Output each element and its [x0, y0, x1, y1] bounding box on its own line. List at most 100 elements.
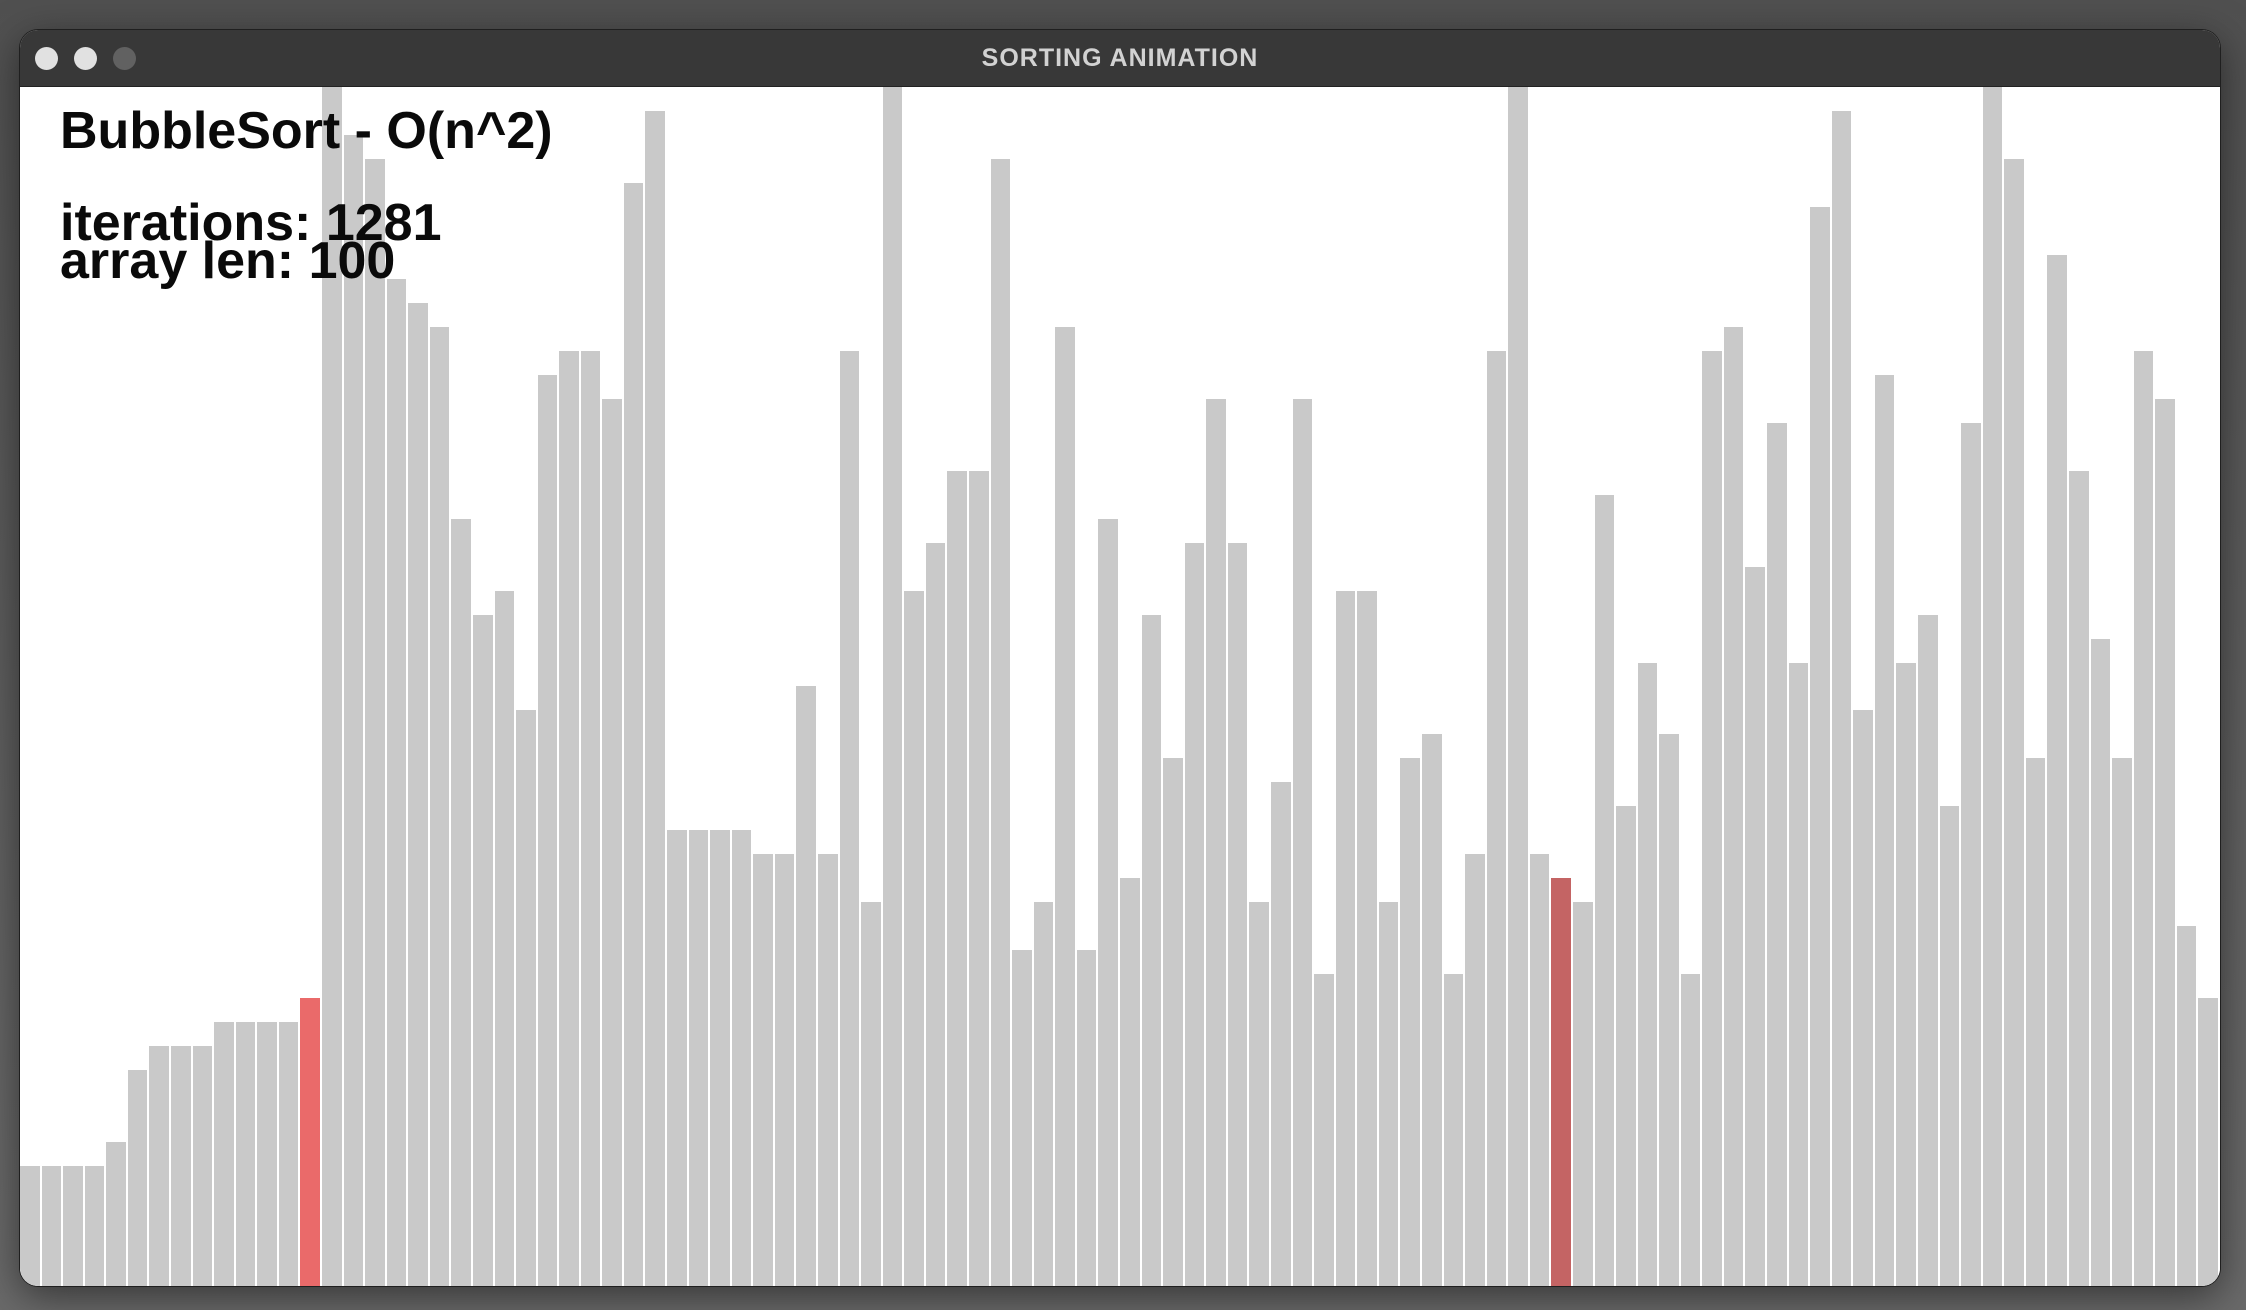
array-bar: [1185, 543, 1204, 1286]
sorting-canvas: BubbleSort - O(n^2) iterations: 1281 arr…: [20, 87, 2220, 1286]
app-window: SORTING ANIMATION BubbleSort - O(n^2) it…: [20, 30, 2220, 1286]
array-bar: [1961, 423, 1981, 1286]
array-bar: [365, 159, 385, 1286]
array-bar: [689, 830, 708, 1286]
array-bar: [1638, 663, 1657, 1286]
array-bar: [1487, 351, 1506, 1286]
array-bar: [1444, 974, 1463, 1286]
array-bar: [1357, 591, 1377, 1286]
array-bar: [149, 1046, 169, 1286]
array-bar: [387, 279, 406, 1286]
array-bar: [1120, 878, 1140, 1286]
array-bar: [300, 998, 320, 1286]
array-bar: [1681, 974, 1700, 1286]
array-bar: [430, 327, 449, 1286]
minimize-button[interactable]: [74, 47, 97, 70]
array-bar: [1551, 878, 1571, 1286]
array-bar: [1745, 567, 1765, 1286]
array-bar: [1379, 902, 1398, 1286]
array-bar: [2177, 926, 2196, 1286]
array-bar: [279, 1022, 298, 1286]
array-bar: [883, 87, 902, 1286]
array-bar: [1918, 615, 1938, 1286]
array-bar: [63, 1166, 83, 1286]
array-bar: [1422, 734, 1442, 1286]
array-bar: [1724, 327, 1743, 1286]
array-bar: [1702, 351, 1722, 1286]
array-bar: [344, 135, 363, 1286]
array-bar: [1508, 87, 1528, 1286]
array-bar: [495, 591, 514, 1286]
array-bar: [1896, 663, 1916, 1286]
array-bar: [1293, 399, 1312, 1286]
array-bar: [1983, 87, 2002, 1286]
array-bar: [193, 1046, 212, 1286]
close-button[interactable]: [35, 47, 58, 70]
window-title: SORTING ANIMATION: [981, 44, 1259, 72]
array-bar: [1530, 854, 1549, 1286]
array-bar: [1789, 663, 1808, 1286]
array-bar: [408, 303, 428, 1286]
array-bar: [1206, 399, 1226, 1286]
array-bar: [1142, 615, 1161, 1286]
title-bar[interactable]: SORTING ANIMATION: [20, 30, 2220, 87]
array-bar: [1012, 950, 1032, 1286]
array-bar: [1875, 375, 1894, 1286]
array-bar: [602, 399, 622, 1286]
array-bar: [969, 471, 989, 1286]
array-bar: [1163, 758, 1183, 1286]
array-bar: [1616, 806, 1636, 1286]
array-bar: [796, 686, 816, 1286]
array-bar: [1077, 950, 1096, 1286]
array-bar: [1810, 207, 1830, 1286]
array-bar: [1055, 327, 1075, 1286]
array-bar: [2198, 998, 2218, 1286]
array-bar: [236, 1022, 255, 1286]
array-bar: [2134, 351, 2153, 1286]
array-bar: [926, 543, 945, 1286]
array-bar: [171, 1046, 191, 1286]
array-bar: [451, 519, 471, 1286]
iterations-label: iterations: 1281: [60, 194, 442, 252]
array-bar: [645, 111, 665, 1286]
array-bar: [516, 710, 536, 1286]
array-bar: [106, 1142, 126, 1286]
array-bar: [2047, 255, 2067, 1286]
array-bar: [85, 1166, 104, 1286]
array-bar: [1573, 902, 1593, 1286]
array-bar: [1336, 591, 1355, 1286]
array-bar: [2069, 471, 2089, 1286]
array-bar: [861, 902, 881, 1286]
algorithm-label: BubbleSort - O(n^2): [60, 102, 553, 160]
array-bar: [2112, 758, 2132, 1286]
array-bar: [1853, 710, 1873, 1286]
array-bar: [538, 375, 557, 1286]
array-bar: [840, 351, 859, 1286]
array-bar: [1249, 902, 1269, 1286]
array-bar: [818, 854, 838, 1286]
array-bar: [20, 1166, 40, 1286]
array-bar: [1271, 782, 1291, 1286]
array-bar: [1595, 495, 1614, 1286]
zoom-button[interactable]: [113, 47, 136, 70]
array-bar: [1098, 519, 1118, 1286]
array-bar: [732, 830, 751, 1286]
array-bar: [1767, 423, 1787, 1286]
array-bar: [473, 615, 493, 1286]
array-bar: [2091, 639, 2110, 1286]
array-bar: [1659, 734, 1679, 1286]
array-bar: [581, 351, 600, 1286]
array-bar: [257, 1022, 277, 1286]
array-bar: [322, 87, 342, 1286]
array-length-label: array len: 100: [60, 232, 396, 290]
array-bar: [559, 351, 579, 1286]
array-bar: [2026, 758, 2045, 1286]
array-bar: [1314, 974, 1334, 1286]
array-bar: [1465, 854, 1485, 1286]
array-bar: [1832, 111, 1851, 1286]
array-bar: [624, 183, 643, 1286]
array-bar: [775, 854, 794, 1286]
array-bar: [904, 591, 924, 1286]
array-bar: [2004, 159, 2024, 1286]
array-bar: [128, 1070, 147, 1286]
